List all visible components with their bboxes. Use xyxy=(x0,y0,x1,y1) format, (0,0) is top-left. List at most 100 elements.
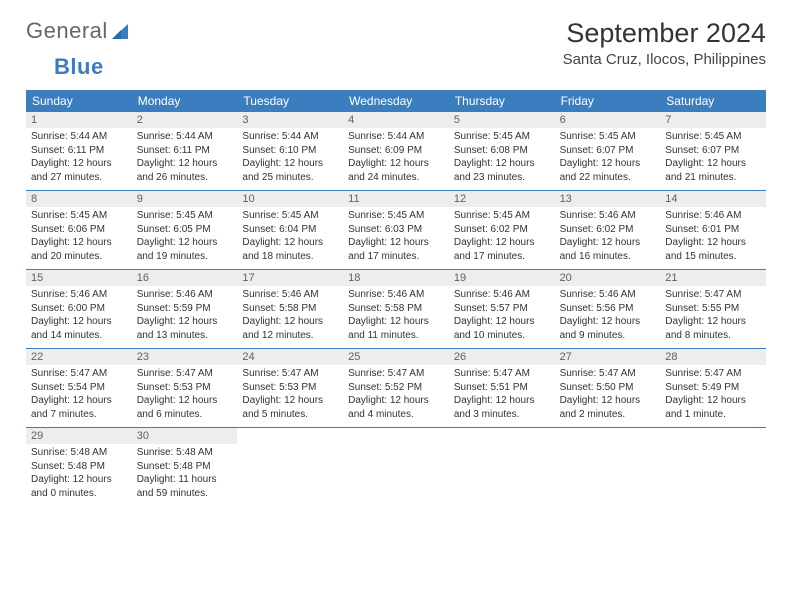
day-header: Tuesday xyxy=(237,90,343,112)
day-cell: 22Sunrise: 5:47 AMSunset: 5:54 PMDayligh… xyxy=(26,349,132,427)
sunset-line: Sunset: 6:07 PM xyxy=(660,144,766,158)
daylight-line-1: Daylight: 12 hours xyxy=(660,315,766,329)
day-number: 17 xyxy=(237,270,343,286)
daylight-line-1: Daylight: 12 hours xyxy=(449,315,555,329)
day-number: 22 xyxy=(26,349,132,365)
sunrise-line: Sunrise: 5:47 AM xyxy=(26,367,132,381)
day-cell: 27Sunrise: 5:47 AMSunset: 5:50 PMDayligh… xyxy=(555,349,661,427)
daylight-line-1: Daylight: 12 hours xyxy=(449,394,555,408)
day-cell: . xyxy=(555,428,661,506)
day-number: 29 xyxy=(26,428,132,444)
daylight-line-2: and 17 minutes. xyxy=(343,250,449,264)
daylight-line-2: and 4 minutes. xyxy=(343,408,449,422)
sunrise-line: Sunrise: 5:46 AM xyxy=(555,288,661,302)
daylight-line-1: Daylight: 12 hours xyxy=(555,394,661,408)
sunset-line: Sunset: 5:49 PM xyxy=(660,381,766,395)
daylight-line-2: and 1 minute. xyxy=(660,408,766,422)
day-number: 30 xyxy=(132,428,238,444)
daylight-line-1: Daylight: 12 hours xyxy=(555,315,661,329)
daylight-line-1: Daylight: 12 hours xyxy=(237,315,343,329)
day-number: 26 xyxy=(449,349,555,365)
day-cell: . xyxy=(449,428,555,506)
daylight-line-1: Daylight: 12 hours xyxy=(132,394,238,408)
sunset-line: Sunset: 6:08 PM xyxy=(449,144,555,158)
daylight-line-2: and 59 minutes. xyxy=(132,487,238,501)
day-number: 7 xyxy=(660,112,766,128)
daylight-line-1: Daylight: 12 hours xyxy=(26,236,132,250)
daylight-line-1: Daylight: 12 hours xyxy=(449,157,555,171)
daylight-line-1: Daylight: 12 hours xyxy=(660,236,766,250)
day-cell: 3Sunrise: 5:44 AMSunset: 6:10 PMDaylight… xyxy=(237,112,343,190)
day-header: Monday xyxy=(132,90,238,112)
day-cell: 26Sunrise: 5:47 AMSunset: 5:51 PMDayligh… xyxy=(449,349,555,427)
day-cell: 29Sunrise: 5:48 AMSunset: 5:48 PMDayligh… xyxy=(26,428,132,506)
day-number: 1 xyxy=(26,112,132,128)
sunrise-line: Sunrise: 5:44 AM xyxy=(26,130,132,144)
sunset-line: Sunset: 5:53 PM xyxy=(132,381,238,395)
sunrise-line: Sunrise: 5:46 AM xyxy=(132,288,238,302)
day-number: 9 xyxy=(132,191,238,207)
day-cell: 4Sunrise: 5:44 AMSunset: 6:09 PMDaylight… xyxy=(343,112,449,190)
day-cell: . xyxy=(237,428,343,506)
day-number: 25 xyxy=(343,349,449,365)
day-number: 18 xyxy=(343,270,449,286)
sunset-line: Sunset: 6:02 PM xyxy=(555,223,661,237)
daylight-line-2: and 22 minutes. xyxy=(555,171,661,185)
day-cell: 30Sunrise: 5:48 AMSunset: 5:48 PMDayligh… xyxy=(132,428,238,506)
month-title: September 2024 xyxy=(563,18,766,49)
week-row: 22Sunrise: 5:47 AMSunset: 5:54 PMDayligh… xyxy=(26,349,766,428)
day-cell: 6Sunrise: 5:45 AMSunset: 6:07 PMDaylight… xyxy=(555,112,661,190)
day-cell: 14Sunrise: 5:46 AMSunset: 6:01 PMDayligh… xyxy=(660,191,766,269)
day-number: 10 xyxy=(237,191,343,207)
day-number: 28 xyxy=(660,349,766,365)
sunrise-line: Sunrise: 5:46 AM xyxy=(555,209,661,223)
day-header-row: Sunday Monday Tuesday Wednesday Thursday… xyxy=(26,90,766,112)
daylight-line-1: Daylight: 11 hours xyxy=(132,473,238,487)
daylight-line-1: Daylight: 12 hours xyxy=(237,157,343,171)
calendar: Sunday Monday Tuesday Wednesday Thursday… xyxy=(26,90,766,506)
day-cell: 13 Sunrise: 5:46 AMSunset: 6:02 PMDayligh… xyxy=(555,191,661,269)
sunset-line: Sunset: 5:52 PM xyxy=(343,381,449,395)
sunset-line: Sunset: 5:58 PM xyxy=(343,302,449,316)
day-cell: 2Sunrise: 5:44 AMSunset: 6:11 PMDaylight… xyxy=(132,112,238,190)
day-cell: 28Sunrise: 5:47 AMSunset: 5:49 PMDayligh… xyxy=(660,349,766,427)
day-number: 4 xyxy=(343,112,449,128)
day-cell: 23Sunrise: 5:47 AMSunset: 5:53 PMDayligh… xyxy=(132,349,238,427)
sunrise-line: Sunrise: 5:44 AM xyxy=(343,130,449,144)
daylight-line-2: and 14 minutes. xyxy=(26,329,132,343)
week-row: 8Sunrise: 5:45 AMSunset: 6:06 PMDaylight… xyxy=(26,191,766,270)
daylight-line-2: and 8 minutes. xyxy=(660,329,766,343)
sunrise-line: Sunrise: 5:47 AM xyxy=(555,367,661,381)
sunset-line: Sunset: 6:10 PM xyxy=(237,144,343,158)
sunrise-line: Sunrise: 5:46 AM xyxy=(449,288,555,302)
day-cell: 10Sunrise: 5:45 AMSunset: 6:04 PMDayligh… xyxy=(237,191,343,269)
day-cell: 20Sunrise: 5:46 AMSunset: 5:56 PMDayligh… xyxy=(555,270,661,348)
daylight-line-1: Daylight: 12 hours xyxy=(132,315,238,329)
daylight-line-2: and 10 minutes. xyxy=(449,329,555,343)
sunrise-line: Sunrise: 5:45 AM xyxy=(26,209,132,223)
daylight-line-2: and 26 minutes. xyxy=(132,171,238,185)
sunset-line: Sunset: 6:11 PM xyxy=(26,144,132,158)
day-number: 5 xyxy=(449,112,555,128)
sunset-line: Sunset: 6:02 PM xyxy=(449,223,555,237)
daylight-line-2: and 25 minutes. xyxy=(237,171,343,185)
daylight-line-1: Daylight: 12 hours xyxy=(449,236,555,250)
sunrise-line: Sunrise: 5:45 AM xyxy=(132,209,238,223)
day-cell: 1Sunrise: 5:44 AMSunset: 6:11 PMDaylight… xyxy=(26,112,132,190)
day-cell: 21Sunrise: 5:47 AMSunset: 5:55 PMDayligh… xyxy=(660,270,766,348)
logo-sail-icon xyxy=(110,21,134,41)
sunset-line: Sunset: 6:00 PM xyxy=(26,302,132,316)
daylight-line-1: Daylight: 12 hours xyxy=(555,157,661,171)
day-cell: 16Sunrise: 5:46 AMSunset: 5:59 PMDayligh… xyxy=(132,270,238,348)
daylight-line-2: and 19 minutes. xyxy=(132,250,238,264)
day-number: 13 xyxy=(555,191,661,207)
sunset-line: Sunset: 5:53 PM xyxy=(237,381,343,395)
sunset-line: Sunset: 6:03 PM xyxy=(343,223,449,237)
daylight-line-1: Daylight: 12 hours xyxy=(26,394,132,408)
sunrise-line: Sunrise: 5:46 AM xyxy=(237,288,343,302)
sunset-line: Sunset: 6:11 PM xyxy=(132,144,238,158)
daylight-line-1: Daylight: 12 hours xyxy=(237,236,343,250)
daylight-line-1: Daylight: 12 hours xyxy=(555,236,661,250)
daylight-line-2: and 16 minutes. xyxy=(555,250,661,264)
day-cell: 17Sunrise: 5:46 AMSunset: 5:58 PMDayligh… xyxy=(237,270,343,348)
